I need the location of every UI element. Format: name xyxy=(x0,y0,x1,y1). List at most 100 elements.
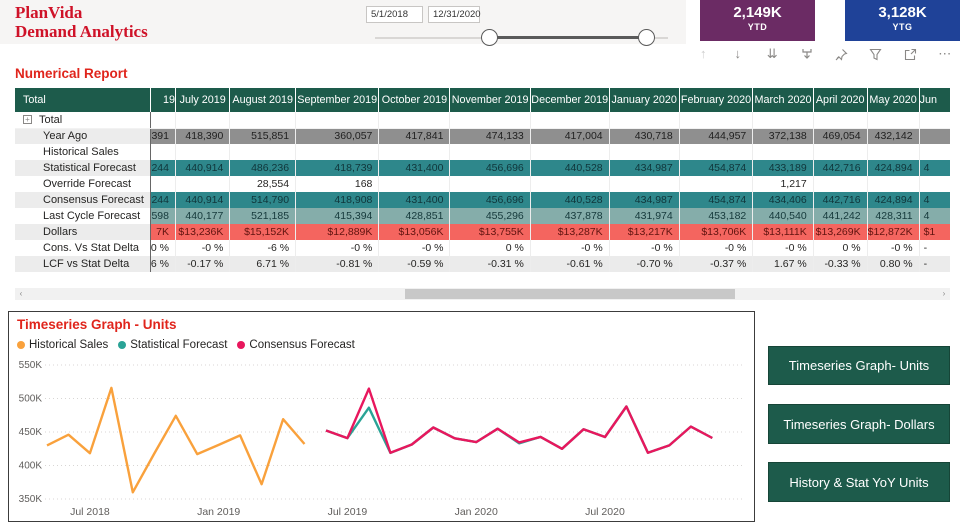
matrix-cell[interactable]: 424,894 xyxy=(866,160,920,176)
column-header-november-2019[interactable]: November 2019 xyxy=(449,88,531,112)
pin-icon[interactable] xyxy=(824,45,859,63)
matrix-cell[interactable]: 0 % xyxy=(812,240,868,256)
down-arrow-icon[interactable]: ↓ xyxy=(734,46,742,61)
matrix-cell[interactable]: 433,189 xyxy=(752,160,814,176)
row-label-statistical-forecast[interactable]: Statistical Forecast xyxy=(15,160,151,176)
matrix-cell[interactable]: $13,755K xyxy=(449,224,531,240)
matrix-cell[interactable] xyxy=(529,112,610,129)
column-header-march-2020[interactable]: March 2020 xyxy=(752,88,814,112)
date-from-input[interactable]: 5/1/2018 xyxy=(366,6,423,23)
matrix-cell[interactable]: 417,004 xyxy=(529,128,610,144)
matrix-cell[interactable]: 1.67 % xyxy=(752,256,814,272)
matrix-cell[interactable]: 474,133 xyxy=(449,128,531,144)
scroll-right-icon[interactable]: › xyxy=(942,289,946,298)
matrix-cell[interactable]: -6 % xyxy=(229,240,296,256)
matrix-cell[interactable]: $12,889K xyxy=(295,224,379,240)
matrix-cell[interactable]: 432,142 xyxy=(866,128,920,144)
matrix-cell[interactable] xyxy=(229,144,296,160)
matrix-cell[interactable] xyxy=(812,176,868,192)
matrix-cell[interactable]: 1,217 xyxy=(752,176,814,192)
matrix-cell[interactable] xyxy=(918,176,950,192)
scroll-left-icon[interactable]: ‹ xyxy=(19,289,23,298)
matrix-cell[interactable]: 441,242 xyxy=(812,208,868,224)
matrix-cell[interactable]: 431,974 xyxy=(608,208,680,224)
matrix-cell[interactable] xyxy=(812,144,868,160)
matrix-cell[interactable] xyxy=(295,144,379,160)
row-label-dollars[interactable]: Dollars xyxy=(15,224,151,240)
row-label-total[interactable]: + Total xyxy=(15,112,151,129)
matrix-cell[interactable]: 244 xyxy=(149,160,176,176)
matrix-cell[interactable]: 442,716 xyxy=(812,192,868,208)
matrix-cell[interactable]: -0 % xyxy=(378,240,450,256)
matrix-cell[interactable]: 456,696 xyxy=(449,192,531,208)
matrix-cell[interactable]: 434,987 xyxy=(608,192,680,208)
date-range-slider-handle-start[interactable] xyxy=(481,29,498,46)
matrix-cell[interactable]: 442,716 xyxy=(812,160,868,176)
matrix-cell[interactable] xyxy=(378,112,450,129)
matrix-cell[interactable] xyxy=(529,144,610,160)
legend-item-statistical-forecast[interactable]: Statistical Forecast xyxy=(118,339,227,351)
row-label-override-forecast[interactable]: Override Forecast xyxy=(15,176,151,192)
matrix-cell[interactable] xyxy=(174,112,230,129)
matrix-cell[interactable] xyxy=(449,176,531,192)
matrix-cell[interactable]: $13,287K xyxy=(529,224,610,240)
matrix-cell[interactable] xyxy=(918,128,950,144)
matrix-cell[interactable]: 28,554 xyxy=(229,176,296,192)
matrix-cell[interactable]: -0.61 % xyxy=(529,256,610,272)
matrix-cell[interactable]: 456,696 xyxy=(449,160,531,176)
matrix-cell[interactable]: 440,914 xyxy=(174,192,230,208)
matrix-cell[interactable] xyxy=(608,112,680,129)
matrix-cell[interactable]: 4 xyxy=(918,208,950,224)
matrix-cell[interactable] xyxy=(866,176,920,192)
matrix-cell[interactable]: 168 xyxy=(295,176,379,192)
matrix-cell[interactable] xyxy=(149,176,176,192)
matrix-cell[interactable]: 440,540 xyxy=(752,208,814,224)
matrix-cell[interactable] xyxy=(174,176,230,192)
matrix-cell[interactable]: 415,394 xyxy=(295,208,379,224)
matrix-cell[interactable] xyxy=(378,144,450,160)
date-range-slider-handle-end[interactable] xyxy=(638,29,655,46)
matrix-cell[interactable]: 391 xyxy=(149,128,176,144)
matrix-cell[interactable]: $1 xyxy=(918,224,950,240)
matrix-cell[interactable]: 418,739 xyxy=(295,160,379,176)
matrix-cell[interactable]: 454,874 xyxy=(678,192,753,208)
matrix-cell[interactable]: -0.17 % xyxy=(174,256,230,272)
expand-icon[interactable]: + xyxy=(23,114,32,124)
matrix-cell[interactable]: - xyxy=(918,256,950,272)
matrix-cell[interactable] xyxy=(229,112,296,129)
matrix-cell[interactable]: 454,874 xyxy=(678,160,753,176)
matrix-cell[interactable]: 431,400 xyxy=(378,160,450,176)
matrix-cell[interactable]: -0 % xyxy=(752,240,814,256)
filter-icon[interactable] xyxy=(859,45,894,63)
matrix-cell[interactable]: 424,894 xyxy=(866,192,920,208)
scrollbar-thumb[interactable] xyxy=(405,289,735,299)
matrix-cell[interactable]: -0.81 % xyxy=(295,256,379,272)
matrix-cell[interactable] xyxy=(752,112,814,129)
matrix-cell[interactable]: 453,182 xyxy=(678,208,753,224)
matrix-cell[interactable]: $13,269K xyxy=(812,224,868,240)
focus-mode-icon[interactable] xyxy=(893,45,928,63)
matrix-cell[interactable]: 418,908 xyxy=(295,192,379,208)
matrix-cell[interactable] xyxy=(449,144,531,160)
legend-item-consensus-forecast[interactable]: Consensus Forecast xyxy=(237,339,355,351)
matrix-cell[interactable]: $13,706K xyxy=(678,224,753,240)
matrix-corner-header[interactable]: Total xyxy=(15,88,151,112)
nav-button-timeseries-units[interactable]: Timeseries Graph- Units xyxy=(768,346,950,385)
column-header-19[interactable]: 19 xyxy=(149,88,176,112)
matrix-cell[interactable] xyxy=(149,112,176,129)
matrix-cell[interactable]: 4 xyxy=(918,192,950,208)
matrix-cell[interactable]: 434,987 xyxy=(608,160,680,176)
column-header-july-2019[interactable]: July 2019 xyxy=(174,88,230,112)
matrix-cell[interactable]: -0 % xyxy=(866,240,920,256)
matrix-cell[interactable]: -0 % xyxy=(608,240,680,256)
matrix-cell[interactable]: 418,390 xyxy=(174,128,230,144)
column-header-february-2020[interactable]: February 2020 xyxy=(678,88,753,112)
matrix-cell[interactable] xyxy=(608,144,680,160)
column-header-october-2019[interactable]: October 2019 xyxy=(378,88,450,112)
matrix-cell[interactable]: 444,957 xyxy=(678,128,753,144)
matrix-cell[interactable]: - xyxy=(918,240,950,256)
matrix-cell[interactable] xyxy=(866,144,920,160)
matrix-cell[interactable]: 598 xyxy=(149,208,176,224)
matrix-cell[interactable]: -0.59 % xyxy=(378,256,450,272)
matrix-cell[interactable]: 428,851 xyxy=(378,208,450,224)
